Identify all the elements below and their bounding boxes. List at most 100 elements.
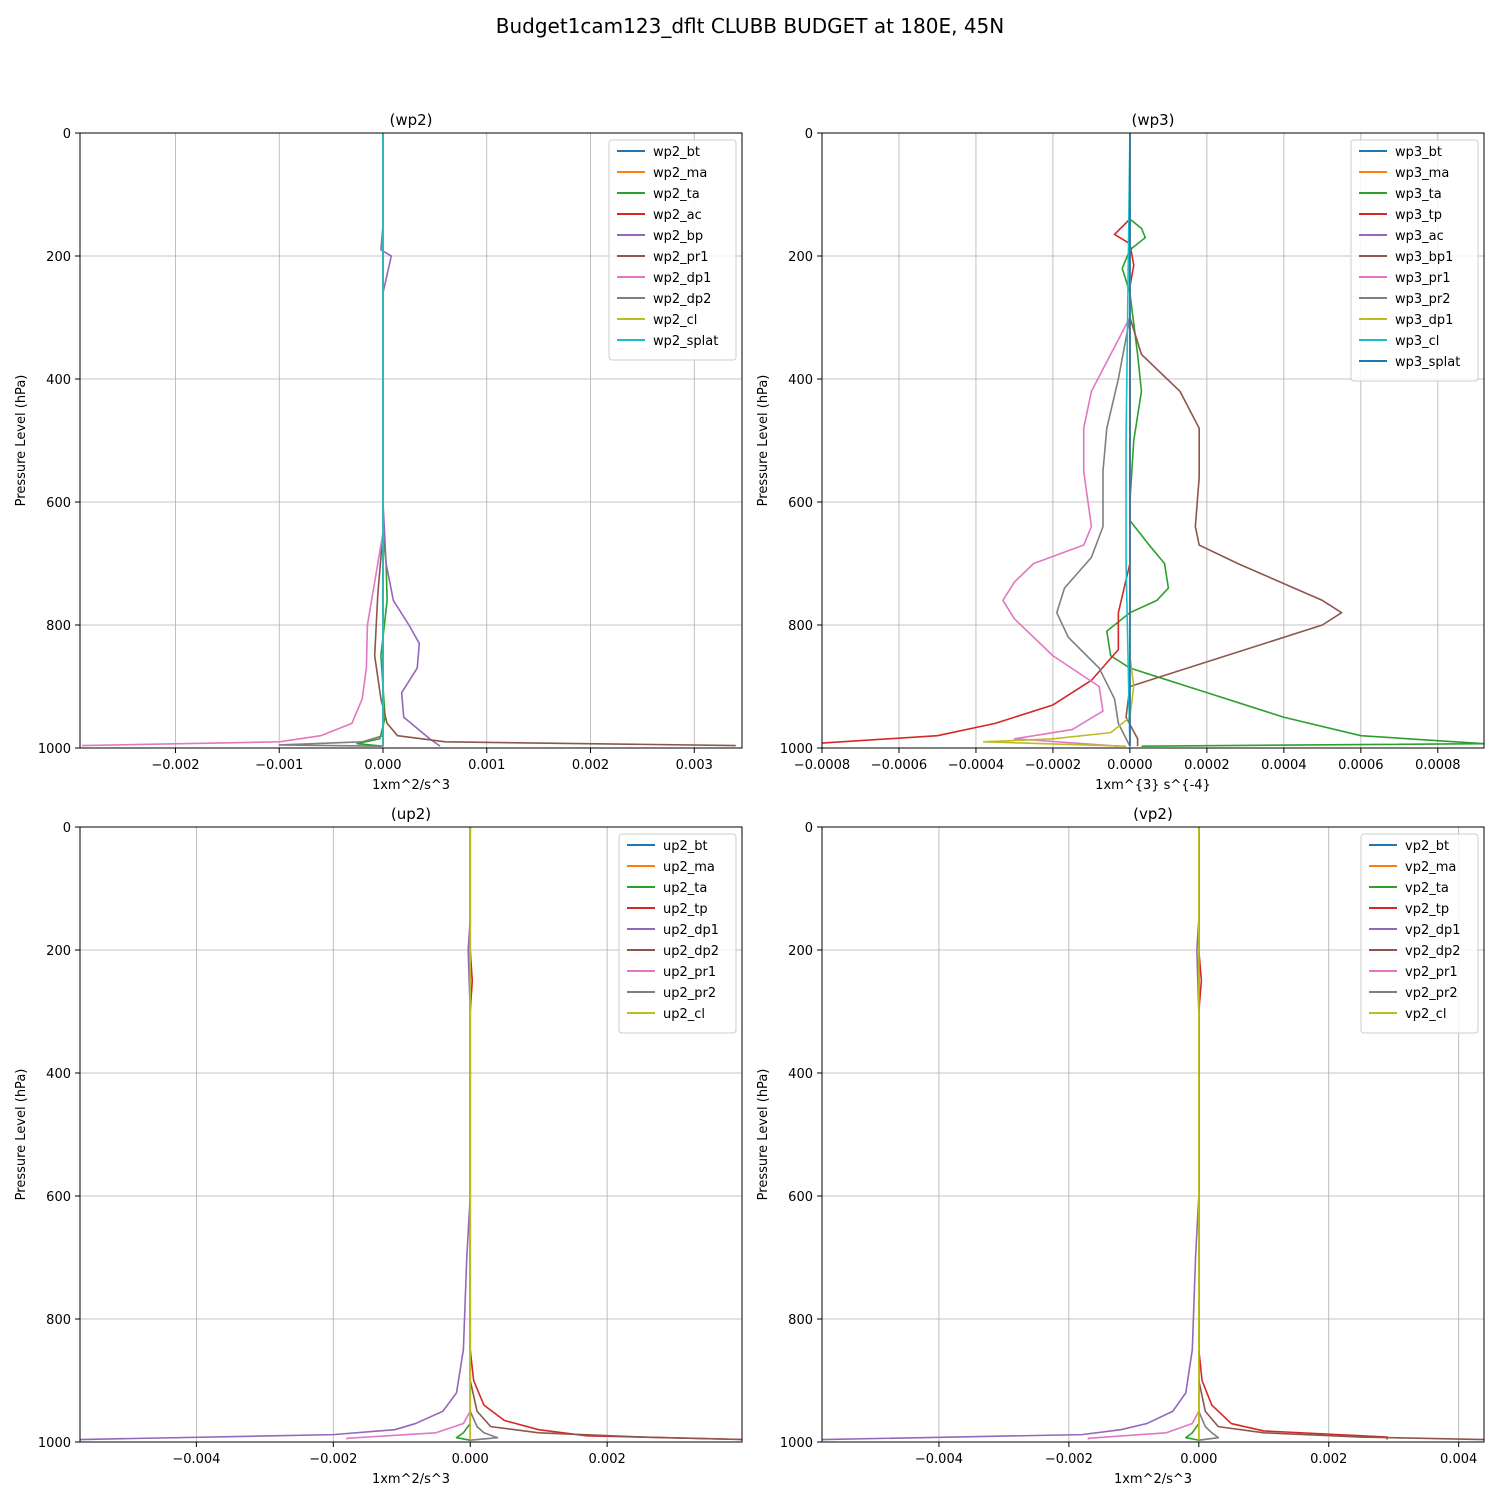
x-axis-label: 1xm^2/s^3 xyxy=(372,1472,450,1487)
legend-label: up2_dp2 xyxy=(663,944,719,959)
y-tick-label: 200 xyxy=(788,250,813,265)
series-group xyxy=(80,827,742,1441)
legend-label: up2_cl xyxy=(663,1007,705,1022)
series-line-vp2_pr1 xyxy=(1087,827,1200,1440)
x-axis-label: 1xm^2/s^3 xyxy=(372,778,450,793)
x-tick-label: 0.000 xyxy=(1180,1452,1217,1467)
x-tick-label: 0.002 xyxy=(1310,1452,1347,1467)
y-tick-label: 200 xyxy=(46,944,71,959)
series-line-wp3_cl xyxy=(1125,133,1131,747)
chart-title: (vp2) xyxy=(1133,805,1173,823)
legend-label: wp3_pr1 xyxy=(1395,271,1451,286)
legend-label: wp2_cl xyxy=(653,313,697,328)
series-line-vp2_dp1 xyxy=(822,827,1200,1441)
legend-box xyxy=(1360,833,1479,1034)
chart-panel-1: −0.002 −0.001 0.000 0.001 0.002 0.003 0 200 400 6… xyxy=(14,111,743,793)
x-tick-label: −0.002 xyxy=(309,1452,357,1467)
legend-label: wp2_dp1 xyxy=(653,271,711,286)
legend-label: wp3_ta xyxy=(1395,187,1442,202)
x-tick-label: −0.001 xyxy=(255,758,303,773)
x-tick-label: −0.0004 xyxy=(948,758,1004,773)
series-line-wp2_pr1 xyxy=(373,133,736,747)
legend-label: up2_bt xyxy=(663,839,708,854)
axes-frame xyxy=(79,826,743,1443)
legend-box xyxy=(618,833,737,1034)
legend-box xyxy=(1350,139,1479,382)
x-tick-label: −0.002 xyxy=(1045,1452,1093,1467)
axes-frame xyxy=(821,132,1485,749)
x-tick-label: 0.003 xyxy=(676,758,713,773)
legend-label: wp3_bt xyxy=(1395,145,1442,160)
x-tick-label: 0.0008 xyxy=(1415,758,1461,773)
legend-box xyxy=(608,139,737,361)
x-tick-label: 0.000 xyxy=(364,758,401,773)
x-tick-label: 0.004 xyxy=(1440,1452,1477,1467)
y-tick-label: 400 xyxy=(788,373,813,388)
series-line-up2_pr2 xyxy=(469,827,499,1441)
legend-label: wp3_tp xyxy=(1395,208,1442,223)
x-tick-label: −0.004 xyxy=(172,1452,220,1467)
legend-label: wp3_cl xyxy=(1395,334,1439,349)
chart-panel-3: −0.004 −0.002 0.000 0.002 0 200 400 600 800 1000 (… xyxy=(14,805,743,1487)
legend-label: vp2_dp1 xyxy=(1405,923,1461,938)
legend: up2_bt up2_ma up2_ta up2_tp up2_dp1 up2_dp2up… xyxy=(618,833,737,1034)
legend-label: wp2_dp2 xyxy=(653,292,711,307)
y-tick-label: 0 xyxy=(805,821,813,836)
y-tick-label: 800 xyxy=(46,1313,71,1328)
legend-label: wp2_pr1 xyxy=(653,250,709,265)
y-tick-label: 800 xyxy=(788,1313,813,1328)
series-group xyxy=(822,133,1484,747)
x-tick-label: 0.0006 xyxy=(1338,758,1384,773)
series-line-up2_pr1 xyxy=(346,827,472,1440)
y-axis-label: Pressure Level (hPa) xyxy=(756,1069,771,1201)
y-tick-label: 600 xyxy=(46,1190,71,1205)
legend-label: wp2_bp xyxy=(653,229,703,244)
legend-label: wp3_splat xyxy=(1395,355,1460,370)
x-tick-label: 0.000 xyxy=(452,1452,489,1467)
y-tick-label: 400 xyxy=(788,1067,813,1082)
series-group xyxy=(822,827,1484,1441)
legend-label: wp2_bt xyxy=(653,145,700,160)
series-line-wp3_dp1 xyxy=(982,133,1135,747)
x-tick-label: 0.0000 xyxy=(1107,758,1153,773)
legend-label: up2_ma xyxy=(663,860,715,875)
legend-label: wp3_pr2 xyxy=(1395,292,1451,307)
series-line-wp3_pr2 xyxy=(1055,133,1131,747)
chart-panel-4: −0.004 −0.002 0.000 0.002 0.004 0 200 400 600 800… xyxy=(756,805,1485,1487)
legend-label: wp2_ma xyxy=(653,166,707,181)
axes-frame xyxy=(79,132,743,749)
legend-label: vp2_cl xyxy=(1405,1007,1446,1022)
y-tick-label: 200 xyxy=(46,250,71,265)
legend-label: vp2_tp xyxy=(1405,902,1449,917)
chart-title: (wp2) xyxy=(389,111,432,129)
y-tick-label: 600 xyxy=(46,496,71,511)
y-axis-label: Pressure Level (hPa) xyxy=(14,375,29,507)
y-axis-label: Pressure Level (hPa) xyxy=(14,1069,29,1201)
x-tick-label: −0.0002 xyxy=(1025,758,1081,773)
legend-label: vp2_dp2 xyxy=(1405,944,1461,959)
y-tick-label: 800 xyxy=(46,619,71,634)
legend-label: vp2_ta xyxy=(1405,881,1449,896)
y-tick-label: 800 xyxy=(788,619,813,634)
x-axis-label: 1xm^{3} s^{-4} xyxy=(1095,778,1211,793)
y-tick-label: 0 xyxy=(63,821,71,836)
legend-label: vp2_pr1 xyxy=(1405,965,1458,980)
y-tick-label: 400 xyxy=(46,1067,71,1082)
legend-label: up2_dp1 xyxy=(663,923,719,938)
chart-title: (wp3) xyxy=(1131,111,1174,129)
legend-label: up2_pr1 xyxy=(663,965,716,980)
x-tick-label: −0.002 xyxy=(151,758,199,773)
series-line-wp2_ta xyxy=(356,133,388,747)
series-line-vp2_pr2 xyxy=(1198,827,1220,1441)
legend-label: wp2_splat xyxy=(653,334,718,349)
series-line-wp3_pr1 xyxy=(1002,133,1131,747)
legend-label: wp3_ma xyxy=(1395,166,1449,181)
x-tick-label: −0.0008 xyxy=(794,758,850,773)
y-tick-label: 600 xyxy=(788,496,813,511)
series-line-wp3_bp1 xyxy=(1125,133,1343,747)
legend-label: up2_tp xyxy=(663,902,708,917)
x-tick-label: 0.0004 xyxy=(1261,758,1307,773)
y-axis-label: Pressure Level (hPa) xyxy=(756,375,771,507)
x-tick-label: 0.002 xyxy=(572,758,609,773)
legend-label: vp2_pr2 xyxy=(1405,986,1458,1001)
